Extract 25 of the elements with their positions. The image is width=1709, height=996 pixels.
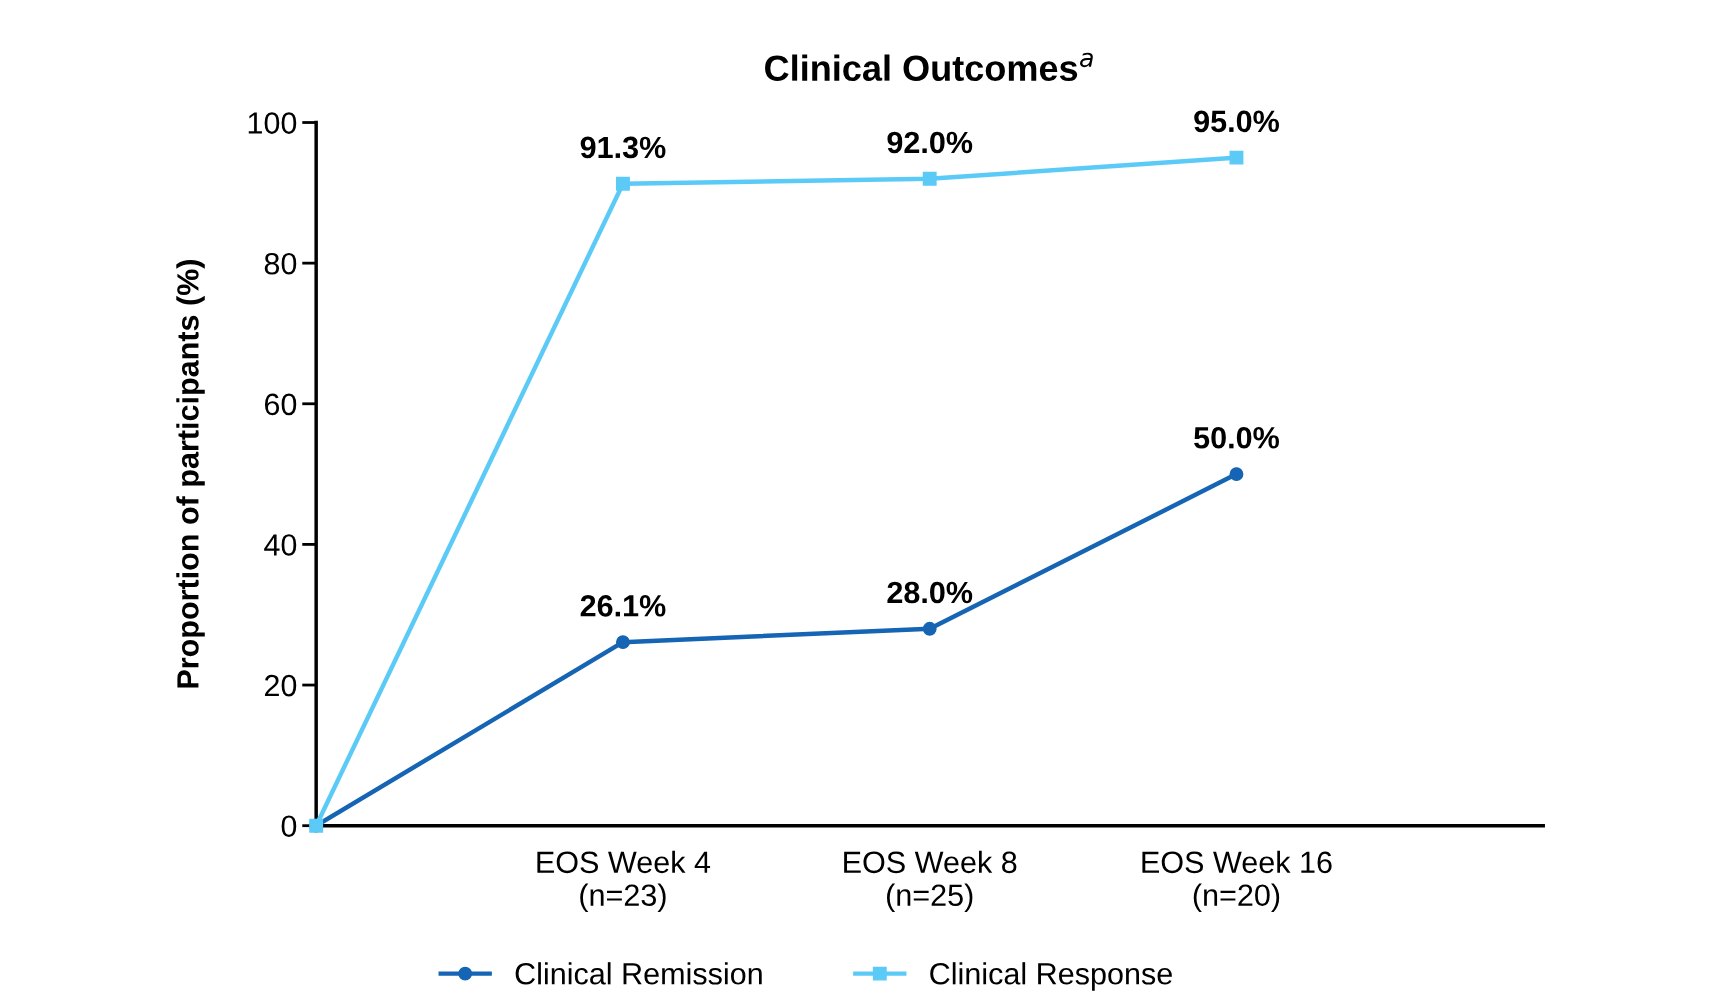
y-tick-label: 20 xyxy=(264,674,297,697)
data-label: 28.0% xyxy=(887,581,973,604)
point xyxy=(922,621,937,636)
data-label: 91.3% xyxy=(580,136,666,159)
data-label: 26.1% xyxy=(580,595,666,617)
y-tick-label: 80 xyxy=(264,252,297,275)
data-label: 92.0% xyxy=(887,131,973,154)
y-axis-title: Proportion of participants (%) xyxy=(176,260,205,688)
point xyxy=(922,171,937,186)
x-tick-label: EOS Week 16 (n=20) xyxy=(1142,850,1332,913)
legend-label: Clinical Response xyxy=(930,962,1172,991)
point xyxy=(615,635,630,650)
point xyxy=(1229,467,1244,482)
x-tick-label: EOS Week 4 (n=23) xyxy=(537,850,711,913)
y-tick-label: 40 xyxy=(264,534,297,556)
x-tick-label: EOS Week 8 (n=25) xyxy=(844,850,1017,913)
point xyxy=(615,176,630,191)
legend-label: Clinical Remission xyxy=(515,962,762,985)
point xyxy=(1229,150,1244,165)
chart-title: Clinical Outcomes$^{a}$ xyxy=(765,52,1093,82)
y-tick-label: 100 xyxy=(248,112,297,134)
data-label: 50.0% xyxy=(1194,426,1279,449)
y-tick-label: 0 xyxy=(281,815,297,838)
data-label: 95.0% xyxy=(1194,110,1279,133)
y-tick-label: 60 xyxy=(264,393,297,416)
